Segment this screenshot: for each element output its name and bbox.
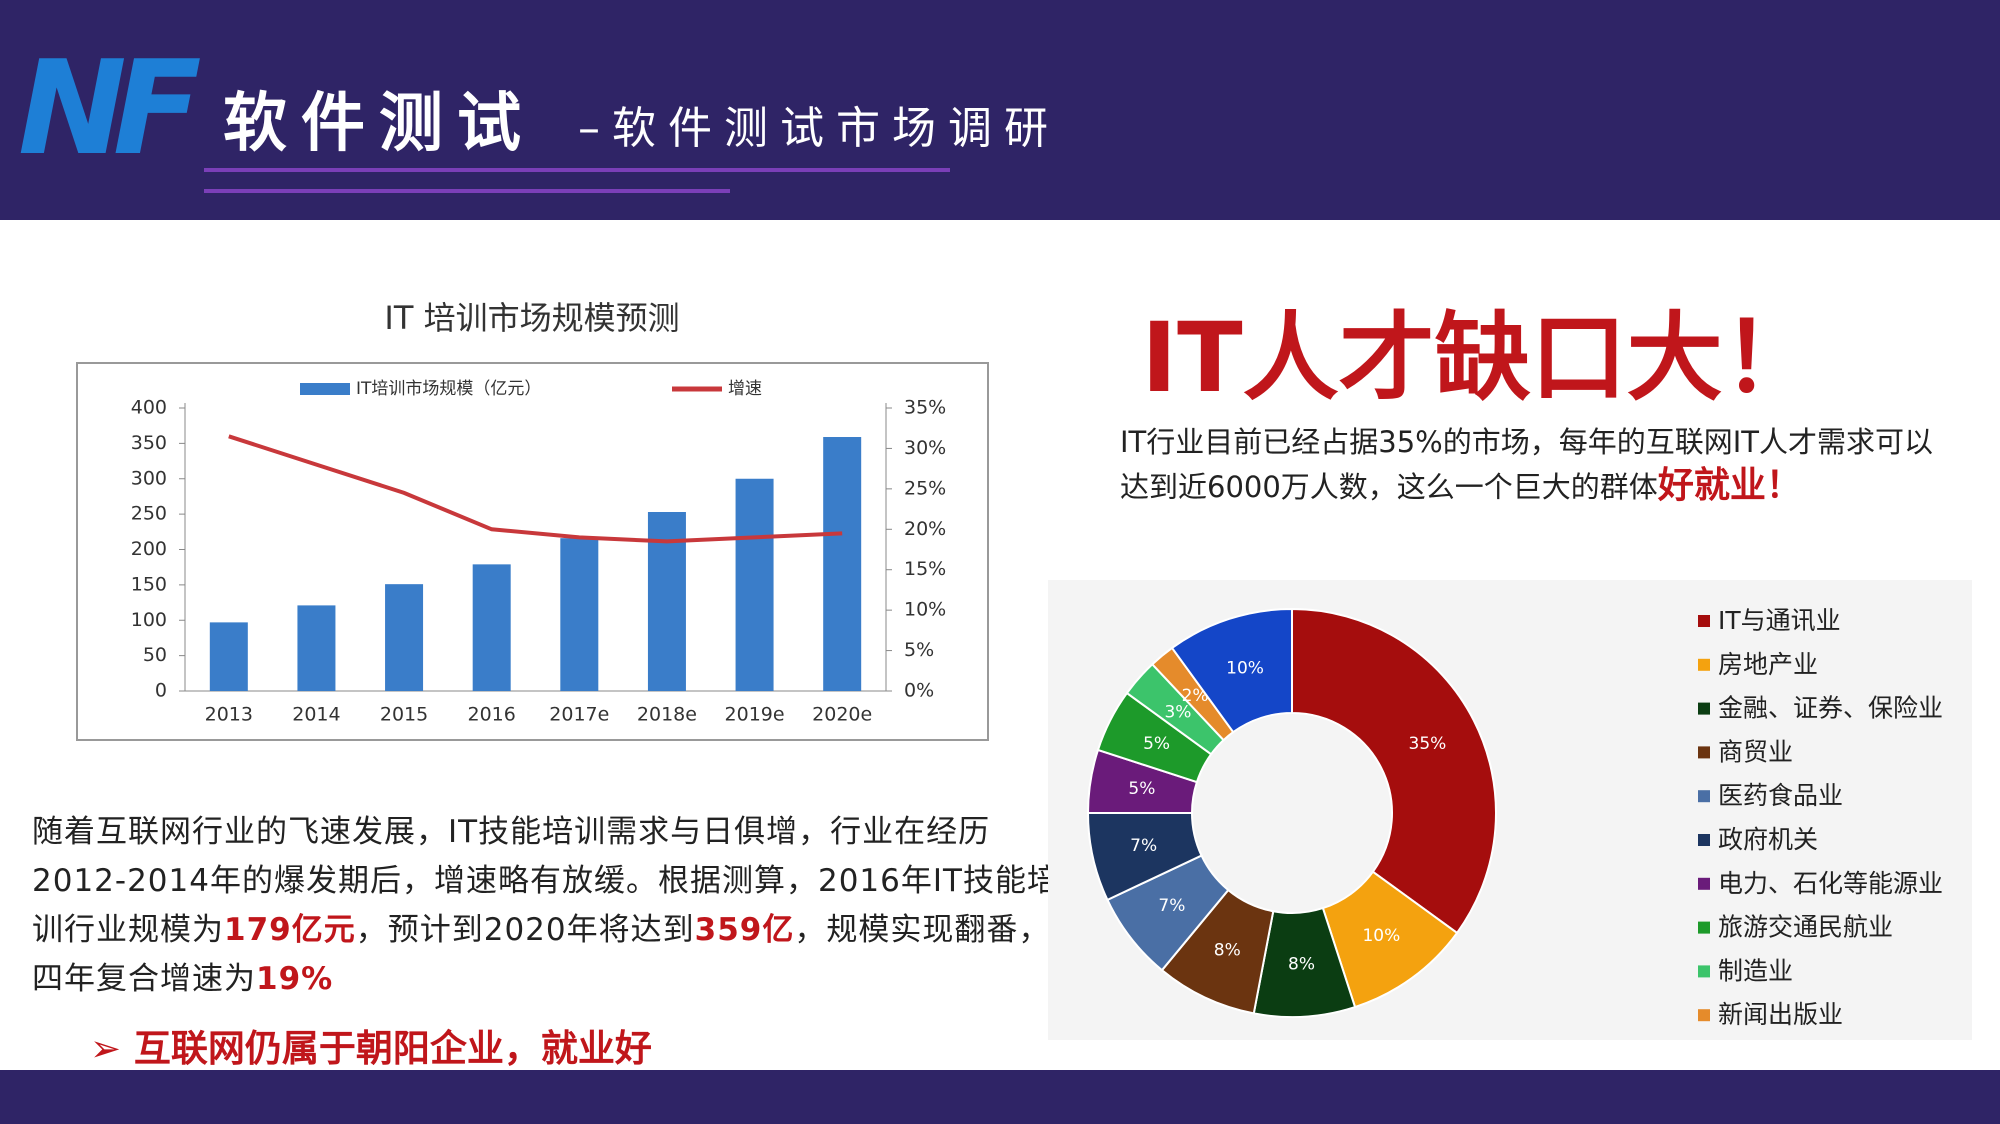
y2-tick-label: 20% [904, 518, 946, 540]
header-subtitle: –软件测试市场调研 [578, 103, 1060, 154]
legend-label: 医药食品业 [1718, 781, 1843, 810]
slice-label: 5% [1128, 779, 1155, 799]
x-tick-label: 2020e [812, 704, 872, 726]
header-title: 软件测试 [223, 87, 535, 161]
intro-highlight: 好就业！ [1657, 465, 1802, 506]
bar [735, 478, 774, 691]
y2-tick-label: 15% [904, 558, 946, 580]
slice-label: 7% [1130, 836, 1157, 856]
bar [209, 622, 248, 691]
legend-label: IT与通讯业 [1718, 606, 1841, 635]
slice-label: 2% [1182, 686, 1209, 706]
highlight: 359亿 [694, 912, 795, 948]
highlight: 19% [256, 961, 334, 997]
y-tick-label: 50 [143, 644, 167, 666]
bar [385, 584, 424, 691]
chart-frame [76, 362, 989, 741]
y-tick-label: 400 [131, 397, 167, 419]
chart-title: IT 培训市场规模预测 [384, 299, 679, 337]
legend-swatch [1698, 877, 1710, 890]
slice-label: 8% [1214, 941, 1241, 961]
legend-label: 政府机关 [1718, 825, 1818, 854]
slice-label: 7% [1158, 896, 1185, 916]
x-tick-label: 2019e [725, 704, 785, 726]
legend-swatch [1698, 965, 1710, 978]
y-tick-label: 150 [131, 573, 167, 595]
y2-tick-label: 0% [904, 680, 934, 702]
slice-label: 10% [1226, 658, 1264, 678]
y-tick-label: 100 [131, 609, 167, 631]
legend-swatch [1698, 746, 1710, 759]
x-tick-label: 2015 [380, 704, 428, 726]
footer-band [0, 1070, 2000, 1124]
legend-label: 商贸业 [1718, 737, 1793, 766]
legend-swatch [1698, 1009, 1710, 1022]
slice-label: 3% [1164, 702, 1191, 722]
legend-label: 电力、石化等能源业 [1718, 869, 1943, 898]
legend-label: IT培训市场规模（亿元） [356, 379, 541, 399]
header-rule [204, 189, 730, 193]
y2-tick-label: 10% [904, 599, 946, 621]
bar [297, 605, 336, 691]
text: ，规模实现翻番，四年复合增速为 [32, 912, 1051, 997]
bar [560, 538, 599, 691]
x-tick-label: 2014 [292, 704, 340, 726]
slice [1291, 607, 1497, 935]
line [228, 434, 843, 544]
highlight: 179亿元 [224, 912, 356, 948]
bar [823, 437, 862, 691]
y2-tick-label: 30% [904, 437, 946, 459]
legend-swatch [1698, 658, 1710, 671]
text: ，预计到2020年将达到 [355, 912, 695, 948]
y2-tick-label: 25% [904, 477, 946, 499]
legend-swatch [1698, 615, 1710, 627]
legend-label: 房地产业 [1718, 650, 1818, 679]
x-tick-label: 2017e [549, 704, 609, 726]
bullet-text: 互联网仍属于朝阳企业，就业好 [133, 1027, 652, 1070]
y-tick-label: 250 [131, 503, 167, 525]
bar-chart: IT 培训市场规模预测 0 50 100 150 200 250 300 350 400 0% 5%… [76, 299, 989, 741]
header-band [0, 0, 2000, 220]
paragraph: 随着互联网行业的飞速发展，IT技能培训需求与日俱增，行业在经历2012-2014… [32, 808, 1077, 1004]
legend-swatch [1698, 790, 1710, 803]
header-rule [204, 168, 950, 172]
slice-label: 10% [1362, 926, 1400, 946]
y-tick-label: 350 [131, 432, 167, 454]
y-tick-label: 300 [131, 467, 167, 489]
slice [1170, 607, 1293, 734]
legend-swatch [1698, 921, 1710, 934]
legend-label: 增速 [728, 379, 762, 399]
y-tick-label: 200 [131, 538, 167, 560]
intro-text: IT行业目前已经占据35%的市场，每年的互联网IT人才需求可以达到近6000万人… [1120, 425, 1933, 504]
bullet: ➢ 互联网仍属于朝阳企业，就业好 [90, 1018, 652, 1072]
x-tick-label: 2013 [205, 704, 253, 726]
slice-label: 8% [1288, 955, 1315, 975]
legend-swatch [300, 383, 350, 395]
intro: IT行业目前已经占据35%的市场，每年的互联网IT人才需求可以达到近6000万人… [1120, 420, 1960, 509]
legend-label: 金融、证券、保险业 [1718, 694, 1943, 723]
slice-label: 5% [1143, 734, 1170, 754]
logo: NF [18, 32, 202, 184]
x-tick-label: 2018e [637, 704, 697, 726]
y-tick-label: 0 [155, 680, 167, 702]
y2-tick-label: 35% [904, 397, 946, 419]
legend-swatch [1698, 702, 1710, 715]
slice-label: 35% [1409, 734, 1447, 754]
headline: IT人才缺口大！ [1141, 302, 1819, 414]
bar [472, 564, 511, 691]
y2-tick-label: 5% [904, 639, 934, 661]
legend-label: 制造业 [1718, 956, 1793, 985]
donut-chart: 35% 10% 8% 8% 7% 7% 5% 5% 3%2% 10% IT与通讯业房地产业金融、证券… [1048, 580, 1972, 1040]
legend-label: 旅游交通民航业 [1718, 913, 1893, 942]
legend-label: 新闻出版业 [1718, 1000, 1843, 1029]
x-tick-label: 2016 [468, 704, 516, 726]
bullet-arrow: ➢ [90, 1027, 134, 1070]
legend-swatch [1698, 834, 1710, 846]
text: 随着互联网行业的飞速发展，IT技能培训需求与日俱增，行业在经历2012-2014… [32, 814, 1059, 948]
